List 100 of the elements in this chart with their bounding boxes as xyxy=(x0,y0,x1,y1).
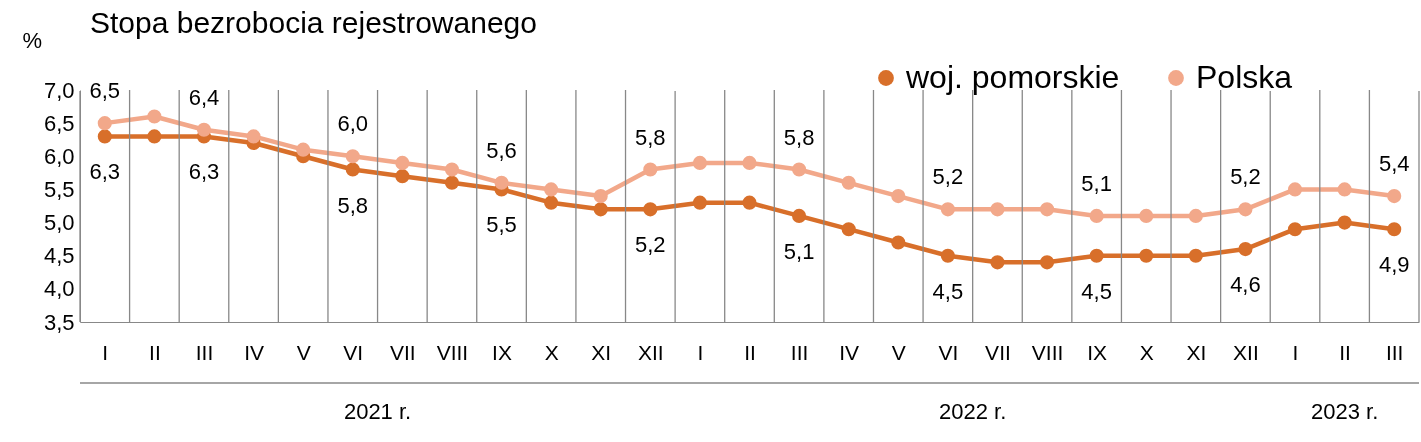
chart-title: Stopa bezrobocia rejestrowanego xyxy=(90,6,537,39)
point xyxy=(1287,222,1303,237)
point xyxy=(147,109,162,124)
point xyxy=(494,175,509,190)
data-label: 5,1 xyxy=(1081,170,1112,196)
point xyxy=(841,222,856,237)
data-label: 5,8 xyxy=(337,192,369,218)
point xyxy=(444,175,460,190)
point xyxy=(1337,182,1352,197)
y-tick-label: 4,0 xyxy=(43,276,75,302)
x-tick-label: X xyxy=(1139,340,1154,364)
y-tick-label: 5,0 xyxy=(43,210,75,236)
x-tick-label: IV xyxy=(839,340,860,364)
point xyxy=(1039,255,1055,270)
y-tick-label: 3,5 xyxy=(43,309,75,335)
x-tick-label: XI xyxy=(1186,340,1207,364)
x-tick-label: XII xyxy=(1233,340,1259,364)
point xyxy=(97,129,112,144)
data-label: 5,4 xyxy=(1378,151,1410,177)
x-tick-label: VII xyxy=(390,340,416,364)
x-tick-label: I xyxy=(697,340,704,364)
data-label: 4,5 xyxy=(1081,278,1112,304)
x-tick-label: I xyxy=(102,340,109,364)
data-label: 4,5 xyxy=(932,278,964,304)
data-label: 5,1 xyxy=(783,238,815,264)
y-tick-label: 5,5 xyxy=(43,176,75,202)
point xyxy=(891,189,906,204)
point xyxy=(1238,202,1253,217)
text: 2021 r. xyxy=(343,399,412,424)
x-tick-label: III xyxy=(195,340,214,364)
point xyxy=(345,149,360,164)
point xyxy=(395,155,410,170)
data-label: 5,2 xyxy=(932,164,964,190)
point xyxy=(196,122,212,137)
data-label: 5,2 xyxy=(1230,164,1261,190)
x-tick-label: VIII xyxy=(1031,340,1064,364)
point xyxy=(742,155,757,170)
point xyxy=(246,129,261,144)
point xyxy=(395,169,410,184)
text: 2023 r. xyxy=(1310,399,1379,424)
data-label: 6,0 xyxy=(337,111,369,137)
x-tick-label: VI xyxy=(938,340,959,364)
x-tick-label: VII xyxy=(985,340,1011,364)
data-label: 5,6 xyxy=(486,137,517,163)
x-tick-label: V xyxy=(296,340,311,364)
point xyxy=(593,202,608,217)
point xyxy=(544,182,559,197)
point xyxy=(1139,208,1154,223)
point xyxy=(1188,208,1203,223)
point xyxy=(841,175,856,190)
point xyxy=(643,202,658,217)
data-label: 4,6 xyxy=(1230,272,1261,298)
x-tick-label: IV xyxy=(244,340,264,364)
point xyxy=(792,162,807,177)
y-tick-label: 4,5 xyxy=(43,243,75,269)
point xyxy=(692,155,707,170)
data-label: 4,9 xyxy=(1378,252,1410,278)
data-label: 5,2 xyxy=(635,232,666,258)
data-label: 6,3 xyxy=(89,159,121,185)
x-tick-label: IX xyxy=(1087,340,1108,364)
x-tick-label: II xyxy=(744,340,756,364)
legend-label: woj. pomorskie xyxy=(905,59,1120,95)
data-label: 6,5 xyxy=(89,78,121,104)
x-tick-label: II xyxy=(149,340,161,364)
x-tick-label: XII xyxy=(637,340,664,364)
point xyxy=(891,235,906,250)
y-axis-title: % xyxy=(22,27,43,53)
x-tick-label: III xyxy=(1385,340,1404,364)
point xyxy=(544,195,559,210)
point xyxy=(1337,215,1352,230)
point xyxy=(1139,248,1154,263)
data-label: 5,8 xyxy=(635,124,666,150)
point xyxy=(940,248,955,263)
point xyxy=(1039,202,1055,217)
point xyxy=(1089,248,1104,263)
data-label: 6,4 xyxy=(188,84,220,110)
point xyxy=(1188,248,1203,263)
text: 2022 r. xyxy=(939,399,1007,424)
point xyxy=(1238,242,1253,257)
y-tick-label: 7,0 xyxy=(43,77,75,103)
x-tick-label: II xyxy=(1339,340,1351,364)
point xyxy=(1387,189,1402,204)
point xyxy=(792,208,807,223)
point xyxy=(1387,222,1402,237)
point xyxy=(990,202,1005,217)
x-tick-label: VI xyxy=(343,340,364,364)
point xyxy=(643,162,658,177)
x-tick-label: V xyxy=(891,340,906,364)
point xyxy=(147,129,162,144)
data-label: 5,5 xyxy=(486,212,517,238)
y-tick-label: 6,0 xyxy=(43,143,75,169)
point xyxy=(97,116,112,131)
point xyxy=(296,142,311,157)
x-tick-label: XI xyxy=(591,340,612,364)
point xyxy=(692,195,707,210)
x-tick-label: X xyxy=(544,340,559,364)
point xyxy=(444,162,460,177)
point xyxy=(1287,182,1303,197)
x-tick-label: IX xyxy=(492,340,512,364)
point xyxy=(990,255,1005,270)
